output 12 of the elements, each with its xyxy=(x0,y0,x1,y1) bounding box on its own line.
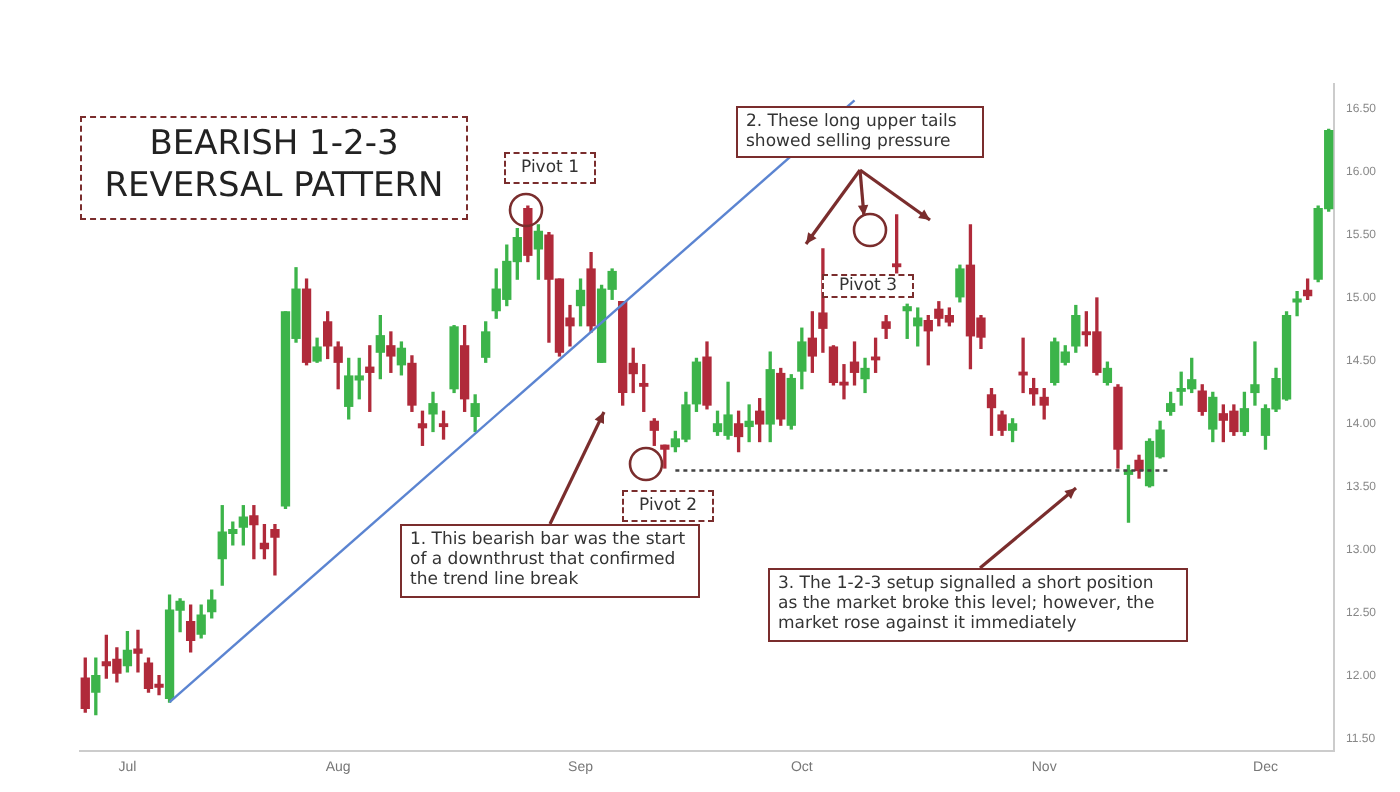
annotation: Pivot 2 xyxy=(622,490,714,523)
annotation: 2. These long upper tails showed selling pressure xyxy=(736,106,984,159)
annotation: 1. This bearish bar was the start of a downthrust that confirmed the trend line break xyxy=(400,524,700,598)
candlestick xyxy=(133,629,143,673)
annotation: 3. The 1-2-3 setup signalled a short position as the market broke this level; however, the market rose against it immediately xyxy=(768,568,1188,642)
annotation: Pivot 3 xyxy=(822,273,914,298)
candlestick xyxy=(249,505,259,560)
candlestick xyxy=(270,523,280,576)
text: BEARISH 1-2-3 REVERSAL PATTERN xyxy=(80,116,468,220)
annotation: Pivot 1 xyxy=(504,152,596,185)
candlestick xyxy=(1250,341,1260,406)
candlestick xyxy=(744,404,754,443)
